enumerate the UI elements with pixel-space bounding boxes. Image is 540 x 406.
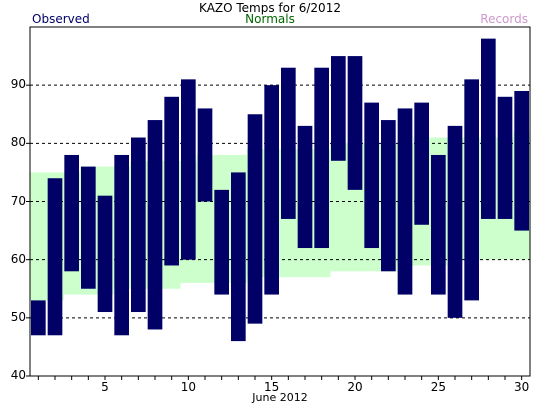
observed-bar-day-21: [364, 102, 379, 249]
observed-bar-day-19: [331, 56, 346, 161]
observed-bar-day-3: [64, 154, 79, 272]
normal-range-day-1: [30, 172, 48, 301]
x-tick-label: 5: [101, 380, 109, 394]
observed-bar-day-23: [397, 108, 413, 295]
y-tick-label: 70: [10, 193, 26, 208]
observed-bar-day-6: [114, 154, 129, 336]
observed-bar-day-20: [347, 56, 363, 190]
x-tick-label: 20: [347, 380, 363, 394]
observed-bar-day-24: [414, 102, 429, 225]
observed-bar-day-18: [314, 67, 329, 249]
observed-bar-day-8: [147, 120, 163, 330]
y-tick-label: 50: [10, 309, 26, 324]
legend-records: Records: [480, 12, 528, 26]
observed-bar-day-22: [381, 120, 396, 272]
observed-bar-day-2: [47, 178, 63, 336]
y-tick-label: 80: [10, 135, 26, 150]
chart-title: KAZO Temps for 6/2012: [199, 1, 341, 15]
observed-bar-day-14: [247, 114, 263, 324]
observed-bar-day-15: [264, 85, 279, 295]
observed-bar-day-12: [214, 189, 229, 295]
observed-bar-day-17: [297, 125, 313, 249]
observed-bar-day-4: [81, 166, 96, 289]
normal-range-day-19: [330, 143, 348, 272]
y-tick-label: 90: [10, 77, 26, 92]
y-tick-label: 60: [10, 251, 26, 266]
observed-bar-day-29: [497, 96, 513, 219]
x-axis-title: June 2012: [252, 391, 308, 404]
observed-bar-day-7: [131, 137, 146, 313]
observed-bar-day-16: [281, 67, 296, 219]
observed-bar-day-30: [514, 90, 529, 231]
y-tick-label: 40: [10, 368, 26, 382]
observed-bar-day-5: [97, 195, 113, 313]
observed-bar-day-28: [481, 38, 496, 219]
observed-bar-day-26: [447, 125, 463, 318]
observed-bar-day-13: [231, 172, 246, 342]
x-tick-label: 25: [430, 380, 446, 394]
observed-bar-day-10: [181, 79, 196, 260]
observed-bar-day-1: [31, 300, 46, 336]
legend-normals: Normals: [245, 12, 295, 26]
x-tick-label: 15: [264, 380, 280, 394]
observed-bar-day-11: [197, 108, 213, 202]
observed-bar-day-25: [431, 154, 446, 295]
x-tick-label: 10: [180, 380, 196, 394]
legend-observed: Observed: [32, 12, 90, 26]
observed-bar-day-27: [464, 79, 479, 301]
x-tick-label: 30: [514, 380, 530, 394]
observed-bar-day-9: [164, 96, 179, 266]
